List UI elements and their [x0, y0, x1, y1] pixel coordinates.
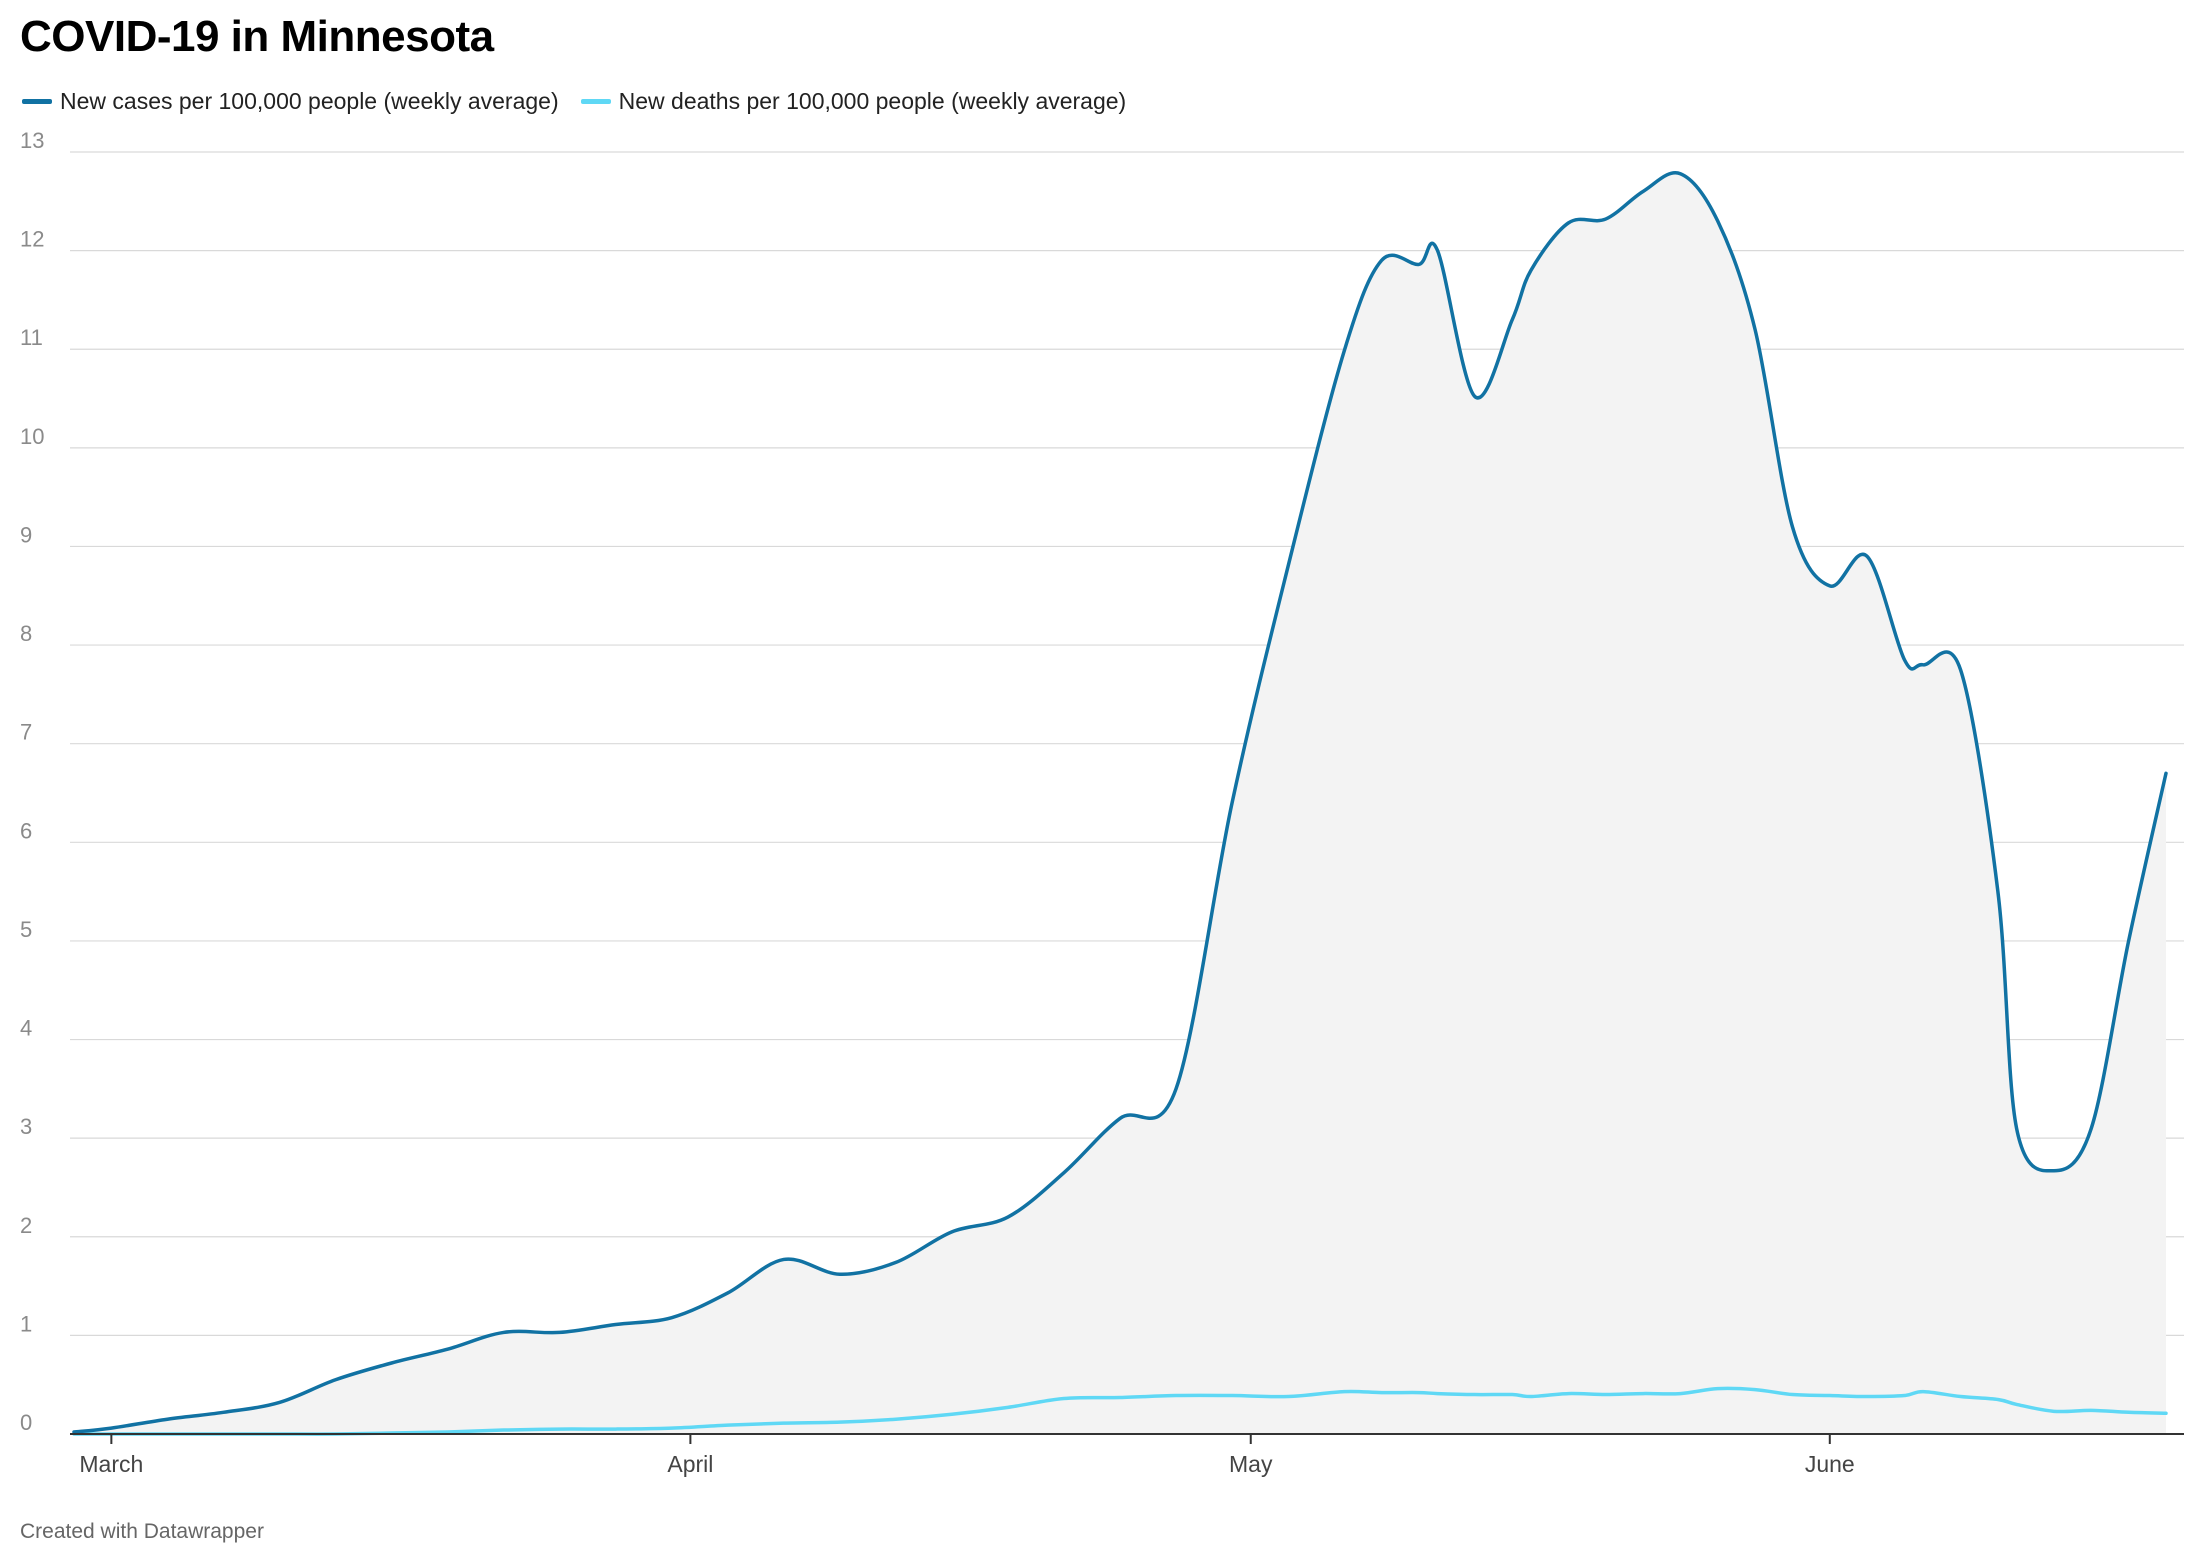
y-tick-label: 10: [20, 424, 44, 449]
y-tick-label: 2: [20, 1213, 32, 1238]
y-tick-label: 5: [20, 917, 32, 942]
series-line-deaths: [72, 1386, 2168, 1436]
x-tick-label: April: [667, 1451, 713, 1477]
legend-item-cases: New cases per 100,000 people (weekly ave…: [22, 88, 559, 115]
y-tick-label: 3: [20, 1114, 32, 1139]
cases-area-fill: [74, 172, 2166, 1434]
y-tick-label: 8: [20, 621, 32, 646]
footer-credit: Created with Datawrapper: [20, 1520, 264, 1543]
x-tick-label: March: [79, 1451, 143, 1477]
legend-swatch-cases: [22, 99, 52, 104]
x-tick-label: May: [1229, 1451, 1273, 1477]
y-tick-label: 6: [20, 818, 32, 843]
y-tick-label: 9: [20, 522, 32, 547]
y-tick-label: 1: [20, 1311, 32, 1336]
y-tick-label: 4: [20, 1016, 32, 1041]
y-tick-label: 7: [20, 720, 32, 745]
y-tick-label: 12: [20, 227, 44, 252]
legend: New cases per 100,000 people (weekly ave…: [22, 88, 1148, 115]
series-line-cases: [72, 170, 2168, 1434]
y-tick-label: 13: [20, 128, 44, 153]
y-tick-label: 11: [20, 325, 43, 350]
legend-item-deaths: New deaths per 100,000 people (weekly av…: [580, 88, 1127, 115]
x-tick-label: June: [1805, 1451, 1855, 1477]
legend-label-cases: New cases per 100,000 people (weekly ave…: [60, 88, 559, 114]
chart-title: COVID-19 in Minnesota: [20, 12, 494, 61]
legend-label-deaths: New deaths per 100,000 people (weekly av…: [618, 88, 1127, 114]
y-tick-label: 0: [20, 1410, 32, 1435]
legend-swatch-deaths: [580, 99, 611, 104]
